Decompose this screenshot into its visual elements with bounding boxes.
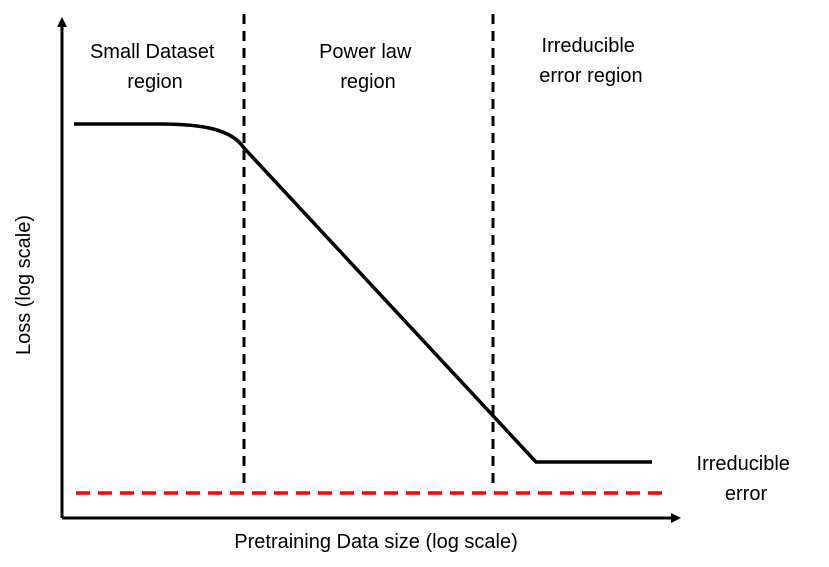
x-axis-label: Pretraining Data size (log scale) bbox=[234, 531, 517, 553]
region-label-power-law: Power law region bbox=[319, 41, 417, 93]
region-label-irreducible-error: Irreducible error region bbox=[539, 35, 642, 87]
y-axis-label: Loss (log scale) bbox=[13, 215, 35, 355]
region-label-small-dataset: Small Dataset region bbox=[90, 41, 220, 93]
loss-curve bbox=[74, 122, 652, 464]
irreducible-error-label: Irreducible error bbox=[697, 453, 796, 505]
